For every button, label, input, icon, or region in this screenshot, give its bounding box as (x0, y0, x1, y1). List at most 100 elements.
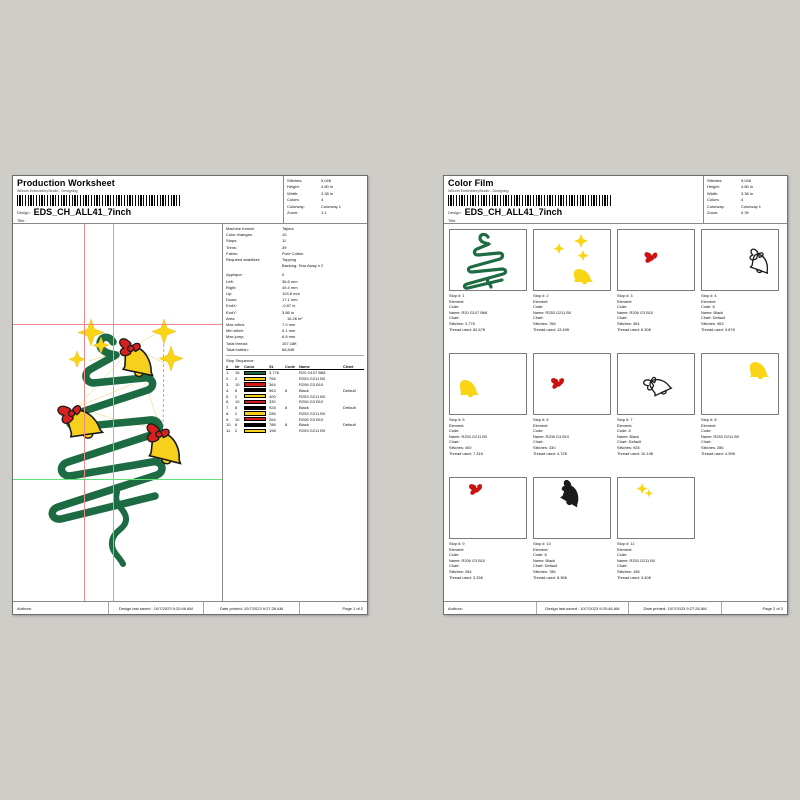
table-row[interactable]: 7. 8 928 8 Black Default (226, 405, 364, 411)
info-key: Left: (226, 278, 234, 284)
cell-stop-number: Stop #: 8 (701, 417, 717, 422)
color-film-grid: Stop #: 1 Element: Code: Name: R20 G107 B68… (444, 224, 787, 601)
table-row[interactable]: 4. 8 963 8 Black Default (226, 387, 364, 393)
info-value: 7.0 mm (282, 322, 296, 328)
table-row[interactable]: 11. 2 198 R253 G211 B0 (226, 428, 364, 434)
cell-index: 7. (226, 405, 230, 411)
color-film-thumbnail[interactable] (449, 477, 527, 539)
color-film-thumbnail[interactable] (533, 477, 611, 539)
cell-nr: 2 (235, 393, 238, 399)
stat-value: 4 (741, 197, 744, 203)
color-film-cell[interactable]: Stop #: 1 Element: Code: Name: R20 G107 B68… (449, 229, 527, 348)
cell-name: Black (299, 405, 309, 411)
title-field-label: Title: (17, 218, 26, 223)
cell-code: Code: (533, 428, 544, 434)
col-name: Name (299, 364, 343, 371)
cell-color-name: Name: Black (701, 309, 724, 315)
color-film-cell[interactable]: Stop #: 4 Element: Code: 8 Name: Black Chart… (701, 229, 779, 348)
color-film-thumbnail[interactable] (617, 229, 695, 291)
info-key: Applique: (226, 272, 243, 278)
worksheet-summary-stats: Stitches: 9,046 Height: 4.80 in Width: 3.38… (283, 176, 367, 223)
cell-nr: 8 (235, 405, 238, 411)
color-film-cell[interactable]: Stop #: 11 Element: Code: Name: R253 G211 B… (617, 477, 695, 596)
cell-index: 1. (226, 370, 230, 376)
color-film-thumbnail[interactable] (701, 229, 779, 291)
color-swatch (244, 388, 266, 393)
color-film-thumbnail[interactable] (617, 353, 695, 415)
info-value: 3.86 in (282, 309, 295, 315)
cell-nr: 2 (235, 410, 238, 416)
bell-top (119, 338, 154, 378)
color-film-thumbnail[interactable] (617, 477, 695, 539)
stat-row: Width: 3.38 in (707, 191, 784, 197)
color-film-cell[interactable]: Stop #: 5 Element: Code: Name: R253 G211 B0… (449, 353, 527, 472)
cell-code: Code: (449, 304, 460, 310)
color-film-thumbnail[interactable] (701, 353, 779, 415)
measurement-row: EndY: 3.86 in (226, 310, 364, 316)
stat-key: Colorway: (707, 203, 725, 209)
cell-color-name: Name: R253 G211 B0 (701, 433, 739, 439)
footer-authors: Authors: (13, 602, 109, 614)
color-film-cell[interactable]: Stop #: 7 Element: Code: 8 Name: Black Chart… (617, 353, 695, 472)
color-film-cell[interactable]: Stop #: 2 Element: Code: Name: R253 G211 B0… (533, 229, 611, 348)
title-field-label: Title: (448, 218, 457, 223)
design-label: Design: (17, 210, 31, 215)
color-film-page: Color Film Wilcom EmbroideryStudio - Des… (443, 175, 788, 615)
cell-color-swatch (244, 428, 269, 434)
col-index: # (226, 364, 235, 371)
bell-left (57, 405, 105, 439)
table-row[interactable]: 10. 8 786 8 Black Default (226, 422, 364, 428)
cell-element: Element: (701, 298, 717, 304)
cell-color-name: Name: R253 G211 B0 (617, 557, 655, 563)
machine-info-list: Machine format: Tajima Color changes: 10 Sto… (226, 226, 364, 269)
table-row[interactable]: 2. 2 768 R253 G211 B0 (226, 376, 364, 382)
color-film-cell[interactable]: Stop #: 8 Element: Code: Name: R253 G211 B0… (701, 353, 779, 472)
col-stitches: St. (269, 364, 285, 371)
cell-code: Code: 8 (617, 428, 631, 434)
info-key: Total thread: (226, 340, 249, 346)
measurement-row: Applique: 0 (226, 272, 364, 278)
info-value: 157.18ft (282, 340, 297, 346)
cell-code: 8 (285, 405, 288, 411)
stat-key: Width: (287, 190, 299, 196)
color-film-cell[interactable]: Stop #: 3 Element: Code: Name: R206 G3 B10 C… (617, 229, 695, 348)
color-film-thumbnail[interactable] (533, 353, 611, 415)
stat-row: Height: 4.80 in (287, 184, 364, 190)
info-value: 10 (282, 232, 287, 238)
guide-line-vertical-red (84, 224, 85, 601)
table-row[interactable]: 6. 10 330 R206 G3 B10 (226, 399, 364, 405)
cell-stitches: Stitches: 928 (617, 444, 640, 450)
cell-element: Element: (449, 298, 465, 304)
cell-thread-used: Thread used: 3.33ft (449, 574, 483, 580)
cell-stitches: Stitches: 264 (449, 568, 472, 574)
color-swatch (244, 417, 266, 422)
design-canvas[interactable] (13, 224, 223, 601)
cell-color-swatch (244, 405, 269, 411)
stat-value: 3.38 in (321, 190, 334, 196)
color-swatch (244, 376, 266, 381)
machine-info-row: Trims: 39 (226, 245, 364, 251)
cell-stitches: 330 (269, 399, 276, 405)
color-film-thumbnail[interactable] (533, 229, 611, 291)
color-film-cell[interactable]: Stop #: 10 Element: Code: 8 Name: Black Char… (533, 477, 611, 596)
info-value: 6.8 mm (282, 334, 296, 340)
table-row[interactable]: 1. 16 3,776 R20 G107 B68 (226, 370, 364, 376)
cell-nr: 10 (235, 416, 240, 422)
table-row[interactable]: 9. 10 264 R206 G3 B10 (226, 416, 364, 422)
color-film-thumbnail[interactable] (449, 229, 527, 291)
table-row[interactable]: 3. 10 364 R206 G3 B10 (226, 382, 364, 388)
color-swatch (244, 422, 266, 428)
color-film-cell-info: Stop #: 11 Element: Code: Name: R253 G211 B… (617, 541, 695, 580)
cell-code: Code: 8 (701, 304, 715, 310)
table-row[interactable]: 5. 2 400 R253 G211 B0 (226, 393, 364, 399)
cell-color-swatch (244, 422, 269, 428)
table-row[interactable]: 8. 2 286 R253 G211 B0 (226, 411, 364, 417)
color-film-thumbnail[interactable] (449, 353, 527, 415)
measurement-row: Down: 17.1 mm (226, 297, 364, 303)
color-film-cell[interactable]: Stop #: 6 Element: Code: Name: R206 G3 B10 C… (533, 353, 611, 472)
info-value: -0.87 in (282, 303, 296, 309)
color-film-cell[interactable]: Stop #: 9 Element: Code: Name: R206 G3 B10 C… (449, 477, 527, 596)
stat-key: Colors: (287, 197, 300, 203)
color-swatch (244, 399, 266, 404)
info-value: Pure Cotton (282, 250, 304, 256)
